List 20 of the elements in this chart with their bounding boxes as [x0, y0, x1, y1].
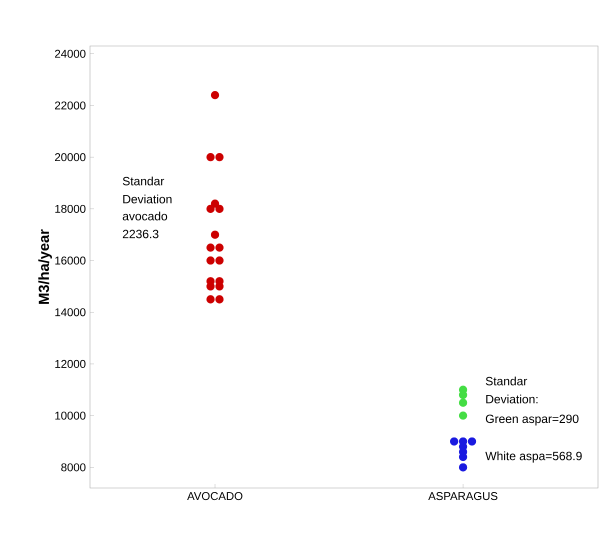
y-tick-label: 12000	[55, 360, 86, 368]
y-tick-label: 10000	[55, 412, 86, 420]
y-tick-label: 20000	[55, 153, 86, 162]
y-tick-label: 14000	[55, 308, 86, 316]
x-tick-label: ASPARAGUS	[428, 492, 498, 500]
annotation: Standar	[122, 176, 164, 186]
y-tick-label: 24000	[55, 50, 86, 58]
y-tick-label: 8000	[61, 463, 86, 472]
x-tick-label: AVOCADO	[187, 492, 242, 500]
annotation: Deviation:	[486, 394, 538, 404]
y-tick-label: 16000	[55, 256, 86, 265]
y-axis-title: M3/ha/year	[38, 229, 52, 304]
annotation: avocado	[122, 212, 168, 220]
annotation: White aspa=568.9	[485, 451, 582, 463]
y-tick-label: 22000	[55, 101, 86, 110]
annotation: Standar	[486, 376, 528, 386]
annotation: Green aspar=290	[486, 414, 579, 426]
annotation: Deviation	[123, 194, 172, 204]
y-tick-label: 18000	[55, 204, 86, 213]
annotation: 2236.3	[122, 230, 158, 238]
